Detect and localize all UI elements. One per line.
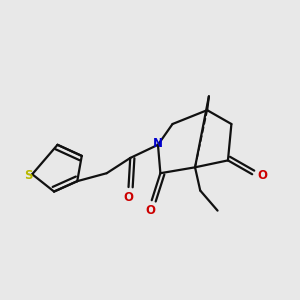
- Text: O: O: [257, 169, 267, 182]
- Text: O: O: [124, 191, 134, 204]
- Text: O: O: [145, 204, 155, 217]
- Text: N: N: [153, 137, 163, 150]
- Text: S: S: [24, 169, 32, 182]
